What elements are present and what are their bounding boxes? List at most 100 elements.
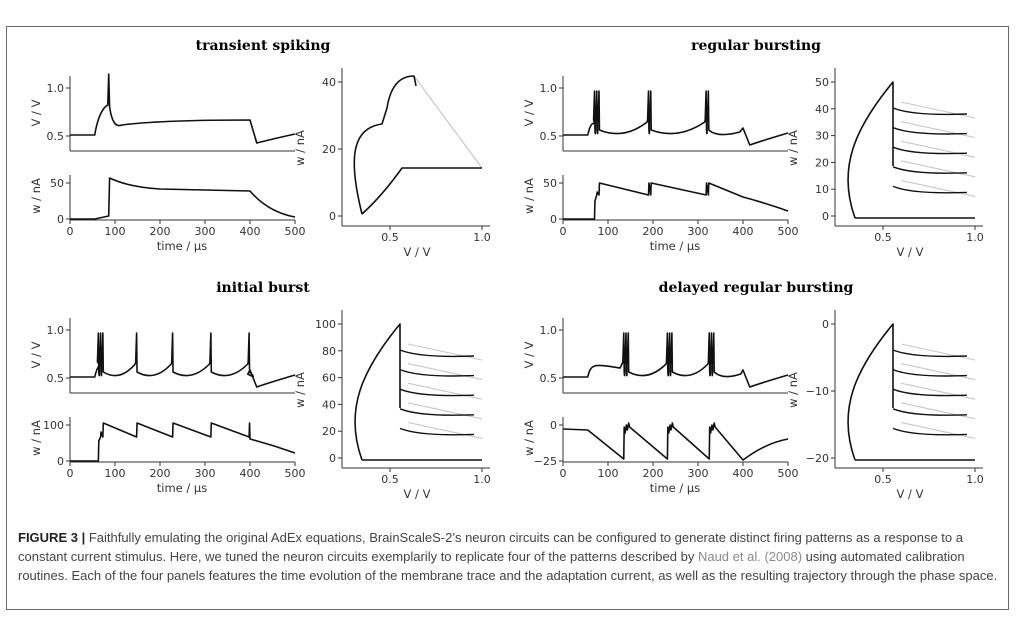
panel-3-phase-y-tick-label: 60 — [322, 372, 336, 385]
panel-3-reset-line — [407, 382, 483, 400]
panel-1-phase-trajectory-lower — [361, 167, 482, 215]
panel-3-phase-y-tick-label: 80 — [322, 345, 336, 358]
figure-frame — [6, 26, 1009, 610]
panel-1-w-tick-label: 0 — [57, 213, 64, 226]
panel-2-phase-loop — [892, 185, 968, 194]
panel-3-phase-y-axis-label: w / nA — [293, 372, 307, 408]
panel-3-adaptation-trace — [70, 422, 296, 462]
panel-2-phase-y-axis-label: w / nA — [786, 130, 800, 166]
panel-2-phase-loop — [892, 126, 968, 135]
panel-4-time-tick-label: 200 — [643, 467, 664, 480]
panel-2-w-axis-label: w / nA — [522, 178, 536, 214]
panel-4-time-axis-label: time / μs — [650, 481, 700, 495]
panel-1-membrane-trace — [70, 73, 296, 144]
panel-4-reset-line — [900, 343, 976, 361]
panel-2-time-tick-label: 500 — [778, 225, 799, 238]
panel-2-reset-line — [900, 160, 976, 178]
panel-1-adaptation-trace — [70, 177, 296, 220]
panel-3-phase-x-tick-label: 1.0 — [473, 473, 491, 486]
panel-3-phase-x-axis-label: V / V — [404, 487, 431, 501]
panel-4-phase-loop — [892, 349, 968, 358]
panel-1-v-axis-label: V / V — [29, 99, 43, 126]
panel-4-phase-x-axis-label: V / V — [897, 487, 924, 501]
panel-2-time-tick-label: 0 — [560, 225, 567, 238]
panel-1-phase-y-tick-label: 0 — [329, 210, 336, 223]
panel-2-w-tick-label: 0 — [550, 213, 557, 226]
panel-4-reset-line — [900, 421, 976, 439]
panel-2-phase-loop — [892, 146, 968, 155]
panel-1-time-tick-label: 0 — [67, 225, 74, 238]
panel-4-phase-x-tick-label: 1.0 — [966, 473, 984, 486]
caption-citation-link[interactable]: Naud et al. (2008) — [697, 549, 803, 564]
panel-3-phase-y-tick-label: 0 — [329, 452, 336, 465]
panel-1-title: transient spiking — [196, 38, 331, 54]
panel-3-time-tick-label: 100 — [105, 467, 126, 480]
panel-4-phase-y-tick-label: 0 — [822, 318, 829, 331]
panel-1-w-tick-label: 50 — [50, 177, 64, 190]
panel-1-phase-trajectory — [353, 75, 417, 215]
panel-2-phase-x-axis-label: V / V — [897, 245, 924, 259]
panel-3-v-tick-label: 1.0 — [47, 324, 65, 337]
panel-3-w-tick-label: 100 — [43, 419, 64, 432]
panel-3-v-tick-label: 0.5 — [47, 372, 65, 385]
panel-3-membrane-trace — [70, 332, 296, 388]
panel-4-phase-trajectory — [847, 323, 894, 461]
panel-1-w-axis-label: w / nA — [29, 178, 43, 214]
panel-4-reset-line — [900, 402, 976, 420]
panel-4-phase-loop — [892, 368, 968, 377]
panel-1-phase-y-axis-label: w / nA — [293, 130, 307, 166]
panel-2-w-tick-label: 50 — [543, 177, 557, 190]
panel-2-phase-y-tick-label: 40 — [815, 103, 829, 116]
panel-3-time-tick-label: 500 — [285, 467, 306, 480]
panel-1-phase-x-tick-label: 1.0 — [473, 231, 491, 244]
panel-2-time-tick-label: 400 — [733, 225, 754, 238]
panel-3-phase-x-tick-label: 0.5 — [381, 473, 399, 486]
panel-3-phase-loop — [399, 408, 475, 416]
panel-4-phase-x-tick-label: 0.5 — [874, 473, 892, 486]
panel-2-membrane-trace — [563, 90, 789, 146]
panel-3-time-axis-label: time / μs — [157, 481, 207, 495]
panel-2-time-tick-label: 100 — [598, 225, 619, 238]
panel-3-phase-loop — [399, 368, 475, 377]
panel-4-phase-loop — [892, 388, 968, 397]
panel-2-phase-loop — [892, 107, 968, 116]
panel-3-time-tick-label: 200 — [150, 467, 171, 480]
panel-1-time-axis-label: time / μs — [157, 239, 207, 253]
panel-4-time-tick-label: 100 — [598, 467, 619, 480]
panel-2-time-axis-label: time / μs — [650, 239, 700, 253]
panel-3-phase-y-tick-label: 20 — [322, 425, 336, 438]
panel-2-phase-y-tick-label: 0 — [822, 210, 829, 223]
panel-1-phase-x-axis-label: V / V — [404, 245, 431, 259]
panel-1-time-tick-label: 300 — [195, 225, 216, 238]
panel-3-phase-y-tick-label: 40 — [322, 398, 336, 411]
panel-1-v-tick-label: 1.0 — [47, 82, 65, 95]
panel-3-w-tick-label: 0 — [57, 455, 64, 468]
panel-3-title: initial burst — [216, 280, 310, 296]
panel-3-v-axis-label: V / V — [29, 341, 43, 368]
panel-4-time-tick-label: 500 — [778, 467, 799, 480]
panel-3-phase-y-tick-label: 100 — [315, 318, 336, 331]
panel-2-reset-line — [900, 101, 976, 119]
panel-2-time-tick-label: 200 — [643, 225, 664, 238]
panel-3-phase-trajectory — [354, 323, 401, 461]
panel-3-w-axis-label: w / nA — [29, 420, 43, 456]
panel-1-phase-x-tick-label: 0.5 — [381, 231, 399, 244]
panel-1-time-tick-label: 200 — [150, 225, 171, 238]
panel-4-time-tick-label: 300 — [688, 467, 709, 480]
panel-4-time-tick-label: 400 — [733, 467, 754, 480]
panel-1-phase-y-tick-label: 40 — [322, 76, 336, 89]
panel-3-reset-line — [407, 402, 483, 420]
panel-2-phase-x-tick-label: 0.5 — [874, 231, 892, 244]
panel-4-reset-line — [900, 382, 976, 400]
panel-2-reset-line — [900, 121, 976, 139]
panel-3-phase-loop — [399, 349, 475, 358]
caption-text-1: Faithfully emulating the original AdEx e… — [18, 530, 963, 564]
panel-3-reset-line — [407, 421, 483, 439]
panel-1-time-tick-label: 100 — [105, 225, 126, 238]
panel-2-v-tick-label: 0.5 — [540, 130, 558, 143]
panel-4-title: delayed regular bursting — [659, 280, 854, 296]
panel-2-v-tick-label: 1.0 — [540, 82, 558, 95]
panel-2-phase-y-tick-label: 50 — [815, 76, 829, 89]
panel-4-w-tick-label: −25 — [534, 455, 557, 468]
